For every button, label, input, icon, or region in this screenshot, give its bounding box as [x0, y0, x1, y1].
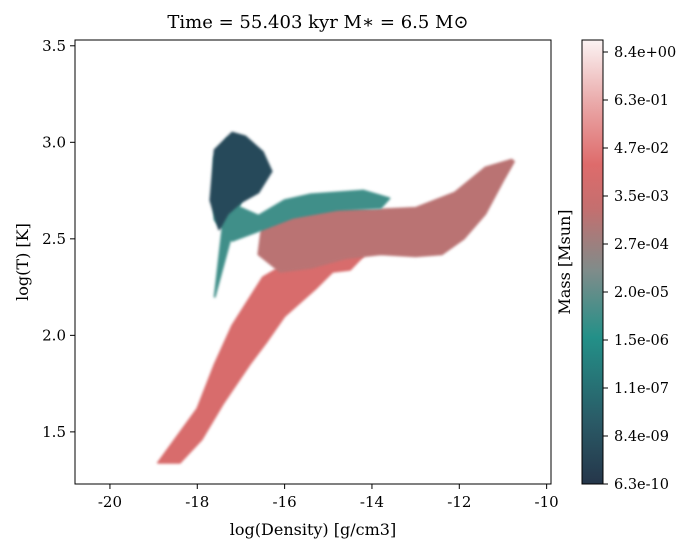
x-tick-label: -12 — [447, 493, 471, 511]
y-tick-label: 3.5 — [42, 37, 66, 55]
y-axis-label: log(T) [K] — [13, 223, 32, 301]
colorbar-tick-label: 2.7e-04 — [614, 237, 669, 253]
y-axis-ticks: 1.5 2.0 2.5 3.0 3.5 — [42, 37, 75, 441]
plot-frame — [74, 39, 552, 485]
colorbar-label: Mass [Msun] — [555, 209, 574, 314]
colorbar-tick-label: 1.5e-06 — [614, 333, 669, 349]
x-tick-label: -18 — [185, 493, 209, 511]
heatmap-region-3 — [209, 131, 273, 231]
colorbar-tick-label: 1.1e-07 — [614, 381, 669, 397]
colorbar-gradient — [581, 39, 604, 485]
colorbar-tick-label: 8.4e+00 — [614, 45, 676, 61]
chart-title: Time = 55.403 kyr M∗ = 6.5 M⊙ — [167, 12, 468, 33]
x-tick-label: -14 — [360, 493, 384, 511]
colorbar-tick-label: 3.5e-03 — [614, 189, 669, 205]
colorbar: 6.3e-10 8.4e-09 1.1e-07 1.5e-06 2.0e-05 2.7e-… — [555, 39, 676, 493]
colorbar-tick-label: 6.3e-01 — [614, 93, 669, 109]
y-tick-label: 3.0 — [42, 133, 66, 151]
heatmap — [157, 131, 515, 464]
x-tick-label: -20 — [98, 493, 122, 511]
heatmap-region-0 — [157, 241, 365, 464]
x-tick-label: -10 — [535, 493, 559, 511]
x-axis-ticks: -20 -18 -16 -14 -12 -10 — [98, 484, 559, 511]
x-axis-label: log(Density) [g/cm3] — [230, 520, 396, 539]
x-tick-label: -16 — [273, 493, 297, 511]
colorbar-tick-label: 4.7e-02 — [614, 141, 669, 157]
y-tick-label: 2.5 — [42, 230, 66, 248]
colorbar-tick-label: 8.4e-09 — [614, 429, 669, 445]
colorbar-tick-label: 2.0e-05 — [614, 285, 669, 301]
colorbar-tick-label: 6.3e-10 — [614, 477, 669, 493]
y-tick-label: 1.5 — [42, 423, 66, 441]
plot-area: -20 -18 -16 -14 -12 -10 1.5 2.0 2.5 3.0 3.5 — [42, 37, 559, 511]
y-tick-label: 2.0 — [42, 326, 66, 344]
colorbar-ticks: 6.3e-10 8.4e-09 1.1e-07 1.5e-06 2.0e-05 2.7e-… — [603, 45, 676, 493]
